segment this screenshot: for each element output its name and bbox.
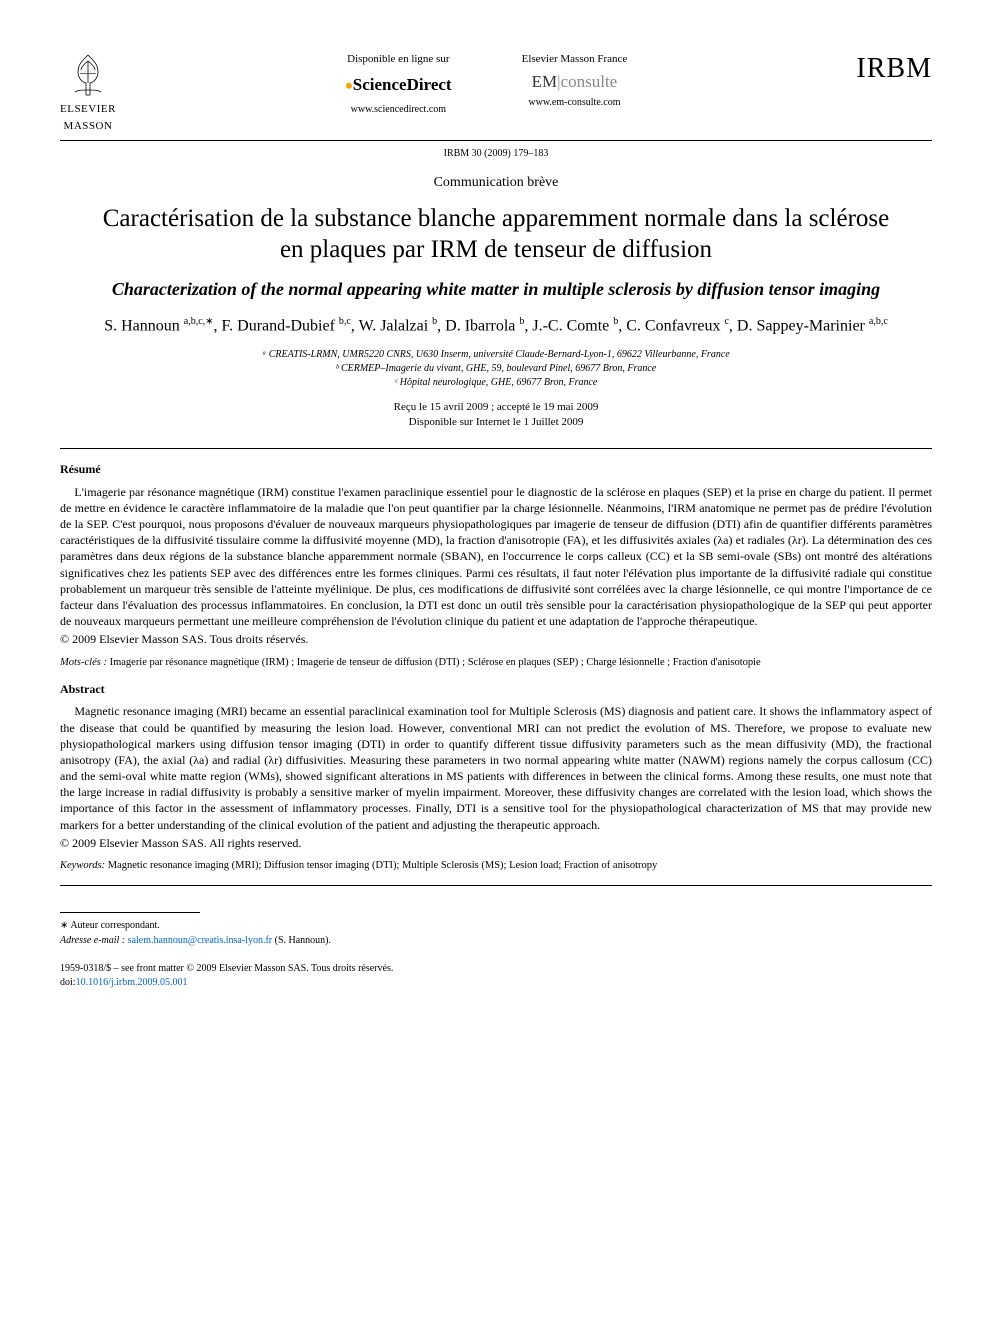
journal-reference: IRBM 30 (2009) 179–183 (60, 147, 932, 161)
mots-cles-line: Mots-clés : Imagerie par résonance magné… (60, 656, 932, 670)
doi-prefix: doi: (60, 977, 76, 988)
header-middle: Disponible en ligne sur •ScienceDirect w… (116, 50, 856, 116)
doi-link[interactable]: 10.1016/j.irbm.2009.05.001 (76, 977, 188, 988)
article-type: Communication brève (60, 174, 932, 193)
emconsulte-url[interactable]: www.em-consulte.com (522, 96, 628, 110)
journal-header: ELSEVIER MASSON Disponible en ligne sur … (60, 50, 932, 141)
publication-dates: Reçu le 15 avril 2009 ; accepté le 19 ma… (60, 400, 932, 431)
emconsulte-logo: EM|consulte (522, 71, 628, 94)
horizontal-rule (60, 448, 932, 449)
keywords-line: Keywords: Magnetic resonance imaging (MR… (60, 859, 932, 873)
resume-body: L'imagerie par résonance magnétique (IRM… (60, 484, 932, 630)
keywords-label: Keywords: (60, 860, 105, 871)
affiliation-line: ᵇ CERMEP–Imagerie du vivant, GHE, 59, bo… (60, 362, 932, 376)
abstract-copyright: © 2009 Elsevier Masson SAS. All rights r… (60, 835, 932, 851)
emconsulte-block: Elsevier Masson France EM|consulte www.e… (522, 52, 628, 116)
footer-block: 1959-0318/$ – see front matter © 2009 El… (60, 962, 932, 990)
sciencedirect-block: Disponible en ligne sur •ScienceDirect w… (345, 52, 452, 116)
issn-copyright-line: 1959-0318/$ – see front matter © 2009 El… (60, 962, 932, 976)
resume-text: L'imagerie par résonance magnétique (IRM… (60, 484, 932, 630)
affiliations-block: ᵃ CREATIS-LRMN, UMR5220 CNRS, U630 Inser… (60, 348, 932, 390)
keywords-text: Magnetic resonance imaging (MRI); Diffus… (108, 860, 658, 871)
journal-acronym: IRBM (856, 50, 932, 88)
date-received-accepted: Reçu le 15 avril 2009 ; accepté le 19 ma… (60, 400, 932, 415)
resume-copyright: © 2009 Elsevier Masson SAS. Tous droits … (60, 631, 932, 647)
online-label: Disponible en ligne sur (345, 52, 452, 67)
publisher-name-1: ELSEVIER (60, 102, 116, 117)
mots-cles-label: Mots-clés : (60, 657, 107, 668)
article-title-french: Caractérisation de la substance blanche … (60, 203, 932, 266)
publisher-logo-block: ELSEVIER MASSON (60, 50, 116, 134)
horizontal-rule (60, 885, 932, 886)
email-label: Adresse e-mail : (60, 935, 125, 946)
sciencedirect-url[interactable]: www.sciencedirect.com (345, 103, 452, 117)
affiliation-line: ᵃ CREATIS-LRMN, UMR5220 CNRS, U630 Inser… (60, 348, 932, 362)
corresponding-author: ∗ Auteur correspondant. (60, 918, 932, 933)
doi-line: doi:10.1016/j.irbm.2009.05.001 (60, 976, 932, 990)
abstract-body: Magnetic resonance imaging (MRI) became … (60, 703, 932, 833)
footnote-rule (60, 912, 200, 913)
author-email-link[interactable]: salem.hannoun@creatis.insa-lyon.fr (128, 935, 272, 946)
elsevier-tree-icon (63, 50, 113, 100)
abstract-text: Magnetic resonance imaging (MRI) became … (60, 703, 932, 833)
date-online: Disponible sur Internet le 1 Juillet 200… (60, 415, 932, 430)
abstract-heading: Abstract (60, 681, 932, 697)
email-line: Adresse e-mail : salem.hannoun@creatis.i… (60, 933, 932, 948)
email-author-name: (S. Hannoun). (275, 935, 331, 946)
footnotes-block: ∗ Auteur correspondant. Adresse e-mail :… (60, 918, 932, 948)
mots-cles-text: Imagerie par résonance magnétique (IRM) … (110, 657, 761, 668)
sciencedirect-logo: •ScienceDirect (345, 71, 452, 101)
affiliation-line: ᶜ Hôpital neurologique, GHE, 69677 Bron,… (60, 376, 932, 390)
author-list: S. Hannoun a,b,c,∗, F. Durand-Dubief b,c… (60, 315, 932, 338)
em-label: Elsevier Masson France (522, 52, 628, 67)
publisher-name-2: MASSON (64, 119, 113, 134)
resume-heading: Résumé (60, 461, 932, 477)
article-title-english: Characterization of the normal appearing… (60, 278, 932, 301)
